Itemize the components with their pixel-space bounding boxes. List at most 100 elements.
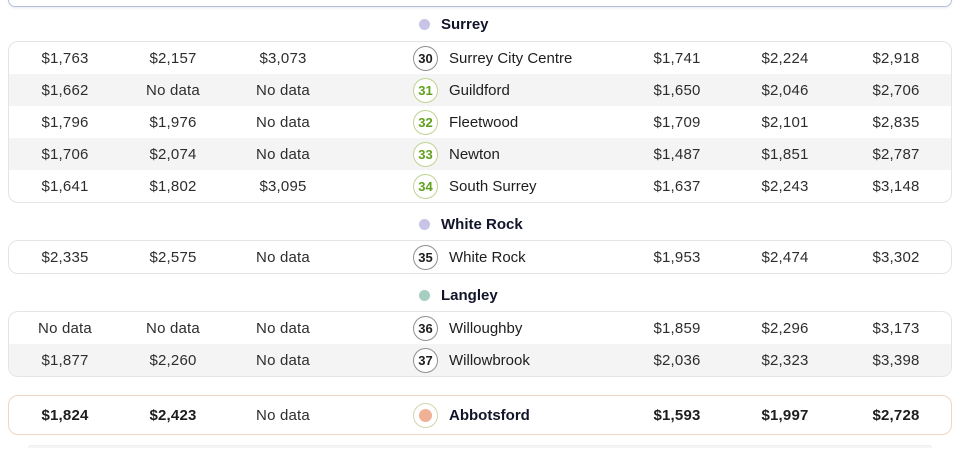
price-cell: $2,036 — [653, 351, 701, 369]
price-cell: $2,224 — [761, 49, 809, 67]
summary-title: Abbotsford — [449, 406, 530, 424]
price-cell: $1,859 — [653, 319, 701, 337]
price-cell: $1,637 — [653, 177, 701, 195]
neighbourhood-name: Willoughby — [449, 319, 523, 337]
rent-by-neighbourhood-table: Surrey $1,763 $2,157 $3,073 30 Surrey City Ce… — [0, 15, 960, 435]
price-cell: $1,953 — [653, 248, 701, 266]
neighbourhood-name: Newton — [449, 145, 500, 163]
price-cell: $1,593 — [653, 406, 701, 424]
price-cell: $1,487 — [653, 145, 701, 163]
price-cell: $3,302 — [872, 248, 920, 266]
white-rock-dot-icon — [419, 218, 430, 230]
section-header-langley: Langley — [8, 286, 952, 304]
price-cell: $1,851 — [761, 145, 809, 163]
neighbourhood-cell: 35 White Rock — [413, 244, 623, 270]
price-cell: $3,398 — [872, 351, 920, 369]
price-cell: $2,335 — [41, 248, 89, 266]
section-title: Langley — [441, 286, 498, 304]
neighbourhood-cell: 31 Guildford — [413, 77, 623, 103]
section-card-langley: No data No data No data 36 Willoughby $1,859 $… — [8, 311, 952, 377]
langley-dot-icon — [419, 289, 430, 301]
price-cell: No data — [146, 319, 200, 337]
section-title-cell: Surrey — [412, 16, 622, 33]
price-cell: $2,575 — [149, 248, 197, 266]
neighbourhood-name: Willowbrook — [449, 351, 530, 369]
price-cell: No data — [256, 351, 310, 369]
price-cell: $3,073 — [259, 49, 307, 67]
price-cell: $2,157 — [149, 49, 197, 67]
neighbourhood-name: South Surrey — [449, 177, 537, 195]
price-cell: $2,706 — [872, 81, 920, 99]
price-cell: $3,095 — [259, 177, 307, 195]
abbotsford-dot-icon — [419, 408, 432, 422]
table-row: $1,706 $2,074 No data 33 Newton $1,487 $1,851 $… — [9, 138, 951, 170]
neighbourhood-name: Guildford — [449, 81, 510, 99]
price-cell: $2,918 — [872, 49, 920, 67]
price-cell: $2,101 — [761, 113, 809, 131]
marker-badge-34: 34 — [413, 173, 438, 199]
neighbourhood-cell: 30 Surrey City Centre — [413, 45, 623, 71]
abbotsford-marker-icon — [413, 402, 438, 428]
section-card-white-rock: $2,335 $2,575 No data 35 White Rock $1,953 $2,… — [8, 240, 952, 274]
price-cell: No data — [38, 319, 92, 337]
price-cell: $3,148 — [872, 177, 920, 195]
table-row: $1,641 $1,802 $3,095 34 South Surrey $1,637 $2… — [9, 170, 951, 202]
price-cell: $2,474 — [761, 248, 809, 266]
price-cell: $1,976 — [149, 113, 197, 131]
previous-card-bottom-edge — [8, 0, 952, 7]
price-cell: No data — [256, 248, 310, 266]
section-card-surrey: $1,763 $2,157 $3,073 30 Surrey City Centre $1… — [8, 41, 952, 203]
summary-card-abbotsford: $1,824 $2,423 No data Abbotsford $1,593 $1,99… — [8, 395, 952, 435]
price-cell: $1,802 — [149, 177, 197, 195]
price-cell: No data — [256, 81, 310, 99]
price-cell: No data — [256, 113, 310, 131]
price-cell: $2,835 — [872, 113, 920, 131]
neighbourhood-cell: 37 Willowbrook — [413, 347, 623, 373]
marker-badge-37: 37 — [413, 347, 438, 373]
neighbourhood-name: Surrey City Centre — [449, 49, 573, 67]
table-row: $1,662 No data No data 31 Guildford $1,650 $2,… — [9, 74, 951, 106]
neighbourhood-cell: 34 South Surrey — [413, 173, 623, 199]
marker-badge-30: 30 — [413, 45, 438, 71]
price-cell: $2,423 — [149, 406, 197, 424]
surrey-dot-icon — [419, 18, 430, 30]
table-row: $1,877 $2,260 No data 37 Willowbrook $2,036 $2… — [9, 344, 951, 376]
price-cell: $1,650 — [653, 81, 701, 99]
price-cell: $1,997 — [761, 406, 809, 424]
section-title-cell: White Rock — [412, 216, 622, 233]
price-cell: $1,824 — [41, 406, 89, 424]
price-cell: No data — [256, 319, 310, 337]
price-cell: $2,260 — [149, 351, 197, 369]
price-cell: $2,074 — [149, 145, 197, 163]
table-row: $2,335 $2,575 No data 35 White Rock $1,953 $2,… — [9, 241, 951, 273]
section-header-surrey: Surrey — [8, 15, 952, 33]
section-title: Surrey — [441, 15, 489, 33]
table-row: $1,763 $2,157 $3,073 30 Surrey City Centre $1… — [9, 42, 951, 74]
price-cell: $1,796 — [41, 113, 89, 131]
price-cell: $2,728 — [872, 406, 920, 424]
neighbourhood-cell: 33 Newton — [413, 141, 623, 167]
table-row: No data No data No data 36 Willoughby $1,859 $… — [9, 312, 951, 344]
marker-badge-35: 35 — [413, 244, 438, 270]
neighbourhood-cell: 36 Willoughby — [413, 315, 623, 341]
neighbourhood-name: Fleetwood — [449, 113, 519, 131]
price-cell: $1,741 — [653, 49, 701, 67]
next-card-top-edge — [28, 445, 932, 448]
price-cell: $3,173 — [872, 319, 920, 337]
price-cell: No data — [256, 406, 310, 424]
section-header-white-rock: White Rock — [8, 215, 952, 233]
price-cell: $2,046 — [761, 81, 809, 99]
marker-badge-31: 31 — [413, 77, 438, 103]
price-cell: $1,641 — [41, 177, 89, 195]
section-title-cell: Langley — [412, 287, 622, 304]
table-row: $1,796 $1,976 No data 32 Fleetwood $1,709 $2,1… — [9, 106, 951, 138]
price-cell: $1,877 — [41, 351, 89, 369]
summary-row: $1,824 $2,423 No data Abbotsford $1,593 $1,99… — [9, 396, 951, 434]
price-cell: $1,763 — [41, 49, 89, 67]
price-cell: $1,706 — [41, 145, 89, 163]
price-cell: No data — [146, 81, 200, 99]
summary-title-cell: Abbotsford — [413, 402, 623, 428]
price-cell: $2,787 — [872, 145, 920, 163]
neighbourhood-name: White Rock — [449, 248, 526, 266]
marker-badge-33: 33 — [413, 141, 438, 167]
